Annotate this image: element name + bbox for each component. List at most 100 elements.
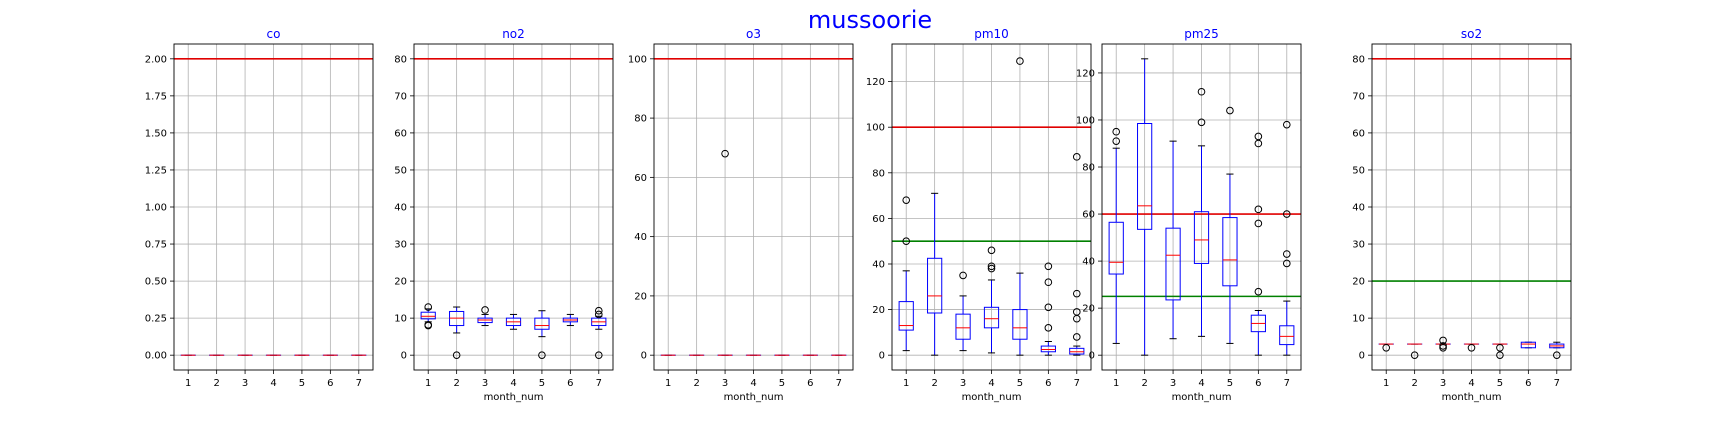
panel-so2: so2 0 10 20 30 40 50 60 70 80 1 2 3 4 5 6 7 month_num — [1352, 27, 1572, 403]
panel-pm10: pm10 0 20 40 60 80 100 120 1 2 3 4 5 6 7 month_num — [866, 27, 1092, 403]
panel-title: pm10 — [974, 27, 1009, 41]
panel-co: co 0.00 0.25 0.50 0.75 1.00 1.25 1.50 1.75 2.00 1 2… — [145, 27, 374, 389]
box-month-2 — [927, 192, 943, 356]
outlier-point — [594, 310, 603, 319]
y-tick-label: 120 — [866, 77, 885, 88]
box-month-2 — [1407, 343, 1423, 359]
y-tick-label: 40 — [634, 232, 647, 243]
box-month-4 — [1193, 87, 1210, 337]
box-body — [898, 301, 914, 331]
outlier-point — [1496, 351, 1504, 359]
box-month-4 — [505, 313, 522, 330]
x-tick-label: 3 — [960, 378, 966, 389]
panel-no2: no2 0 10 20 30 40 50 60 70 80 1 2 3 4 5 6 7 month_num — [394, 27, 614, 403]
x-tick-label: 3 — [1170, 378, 1176, 389]
x-tick-label: 7 — [356, 378, 362, 389]
outlier-point — [452, 351, 461, 359]
outlier-point — [1439, 343, 1447, 352]
box-body — [1069, 347, 1085, 355]
y-tick-label: 0 — [1089, 351, 1095, 362]
y-tick-label: 60 — [394, 128, 407, 139]
y-tick-label: 0 — [641, 351, 647, 362]
x-tick-label: 4 — [750, 378, 756, 389]
outlier-point — [902, 196, 911, 204]
outlier-point — [424, 321, 433, 330]
y-tick-label: 50 — [394, 165, 407, 176]
box-month-3 — [477, 306, 493, 327]
outlier-point — [1072, 333, 1081, 341]
box-month-4 — [1463, 343, 1480, 352]
x-tick-label: 1 — [665, 378, 671, 389]
y-tick-label: 20 — [1082, 304, 1095, 315]
y-tick-label: 100 — [628, 54, 647, 65]
box-body — [1193, 211, 1210, 264]
axes-frame — [1371, 43, 1572, 371]
box-month-4 — [983, 246, 1000, 354]
y-tick-label: 0 — [1359, 351, 1365, 362]
y-tick-label: 80 — [634, 114, 647, 125]
y-tick-label: 120 — [1076, 68, 1095, 79]
panel-title: so2 — [1461, 27, 1482, 41]
y-tick-label: 1.25 — [145, 165, 167, 176]
x-tick-label: 6 — [1525, 378, 1531, 389]
outlier-point — [1382, 343, 1391, 352]
box-month-5 — [1492, 343, 1508, 359]
box-month-7 — [1279, 120, 1295, 356]
x-tick-label: 5 — [1497, 378, 1503, 389]
outlier-point — [1072, 289, 1081, 298]
outlier-point — [1439, 336, 1447, 345]
box-month-3 — [1165, 140, 1181, 340]
panel-title: no2 — [502, 27, 525, 41]
y-tick-label: 0 — [401, 351, 407, 362]
outlier-point — [1044, 303, 1053, 312]
panels: co0.000.250.500.751.001.251.501.752.001 2… — [145, 27, 1572, 403]
outlier-point — [1226, 106, 1234, 115]
box-body — [1040, 345, 1056, 353]
box-month-6 — [562, 313, 578, 327]
panel-title: co — [267, 27, 281, 41]
outlier-point — [1254, 287, 1263, 296]
outlier-point — [1282, 120, 1291, 129]
y-tick-label: 2.00 — [145, 54, 167, 65]
axes-frame — [653, 43, 854, 371]
y-tick-label: 20 — [1352, 277, 1365, 288]
y-tick-label: 80 — [1352, 54, 1365, 65]
outlier-point — [1044, 278, 1053, 287]
box-month-2 — [1137, 58, 1153, 356]
x-tick-label: 2 — [1411, 378, 1417, 389]
y-tick-label: 0.50 — [145, 277, 167, 288]
outlier-point — [424, 303, 433, 311]
box-body — [1012, 309, 1028, 340]
outlier-point — [538, 351, 546, 359]
x-tick-label: 7 — [1284, 378, 1290, 389]
y-tick-label: 0.00 — [145, 351, 167, 362]
outlier-point — [1197, 87, 1206, 96]
axes-frame — [413, 43, 614, 371]
outlier-point — [1282, 210, 1291, 218]
outlier-point — [1254, 205, 1263, 214]
x-tick-label: 7 — [1554, 378, 1560, 389]
panel-o3: o3 0 20 40 60 80 100 1 2 3 4 5 6 7 month_num — [628, 27, 854, 403]
y-tick-label: 30 — [394, 240, 407, 251]
panel-pm25: pm25 0 20 40 60 80 100 120 1 2 3 4 5 6 7 month_num — [1076, 27, 1302, 403]
x-tick-label: 1 — [185, 378, 191, 389]
outlier-point — [1044, 324, 1053, 332]
y-tick-label: 80 — [872, 168, 885, 179]
y-tick-label: 40 — [394, 203, 407, 214]
y-tick-label: 60 — [1352, 128, 1365, 139]
outlier-point — [594, 351, 603, 359]
x-tick-label: 2 — [1141, 378, 1147, 389]
y-tick-label: 80 — [1082, 163, 1095, 174]
box-body — [420, 311, 436, 320]
outlier-point — [1254, 219, 1263, 228]
outlier-point — [1112, 127, 1121, 136]
box-month-1 — [898, 196, 914, 352]
outlier-point — [902, 237, 911, 245]
x-tick-label: 1 — [903, 378, 909, 389]
x-tick-label: 6 — [807, 378, 813, 389]
box-month-5 — [1222, 106, 1238, 344]
outlier-point — [1197, 118, 1206, 127]
box-body — [955, 313, 971, 340]
y-tick-label: 60 — [1082, 210, 1095, 221]
